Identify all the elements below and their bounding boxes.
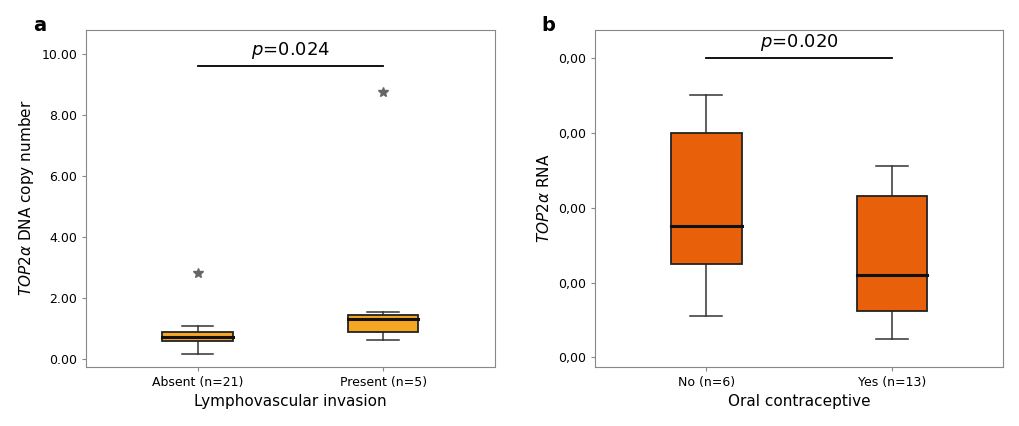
X-axis label: Oral contraceptive: Oral contraceptive	[728, 394, 869, 409]
Bar	[347, 315, 418, 332]
Bar	[856, 196, 926, 311]
Bar	[162, 332, 232, 341]
Y-axis label: $\it{TOP2\alpha}$ DNA copy number: $\it{TOP2\alpha}$ DNA copy number	[16, 100, 36, 296]
Bar	[671, 133, 741, 264]
Text: $\it{p}$=0.020: $\it{p}$=0.020	[759, 32, 838, 53]
X-axis label: Lymphovascular invasion: Lymphovascular invasion	[194, 394, 386, 409]
Y-axis label: $\it{TOP2\alpha}$ RNA: $\it{TOP2\alpha}$ RNA	[536, 153, 551, 243]
Text: b: b	[541, 16, 555, 35]
Text: $\it{p}$=0.024: $\it{p}$=0.024	[251, 40, 329, 61]
Text: a: a	[33, 16, 46, 35]
